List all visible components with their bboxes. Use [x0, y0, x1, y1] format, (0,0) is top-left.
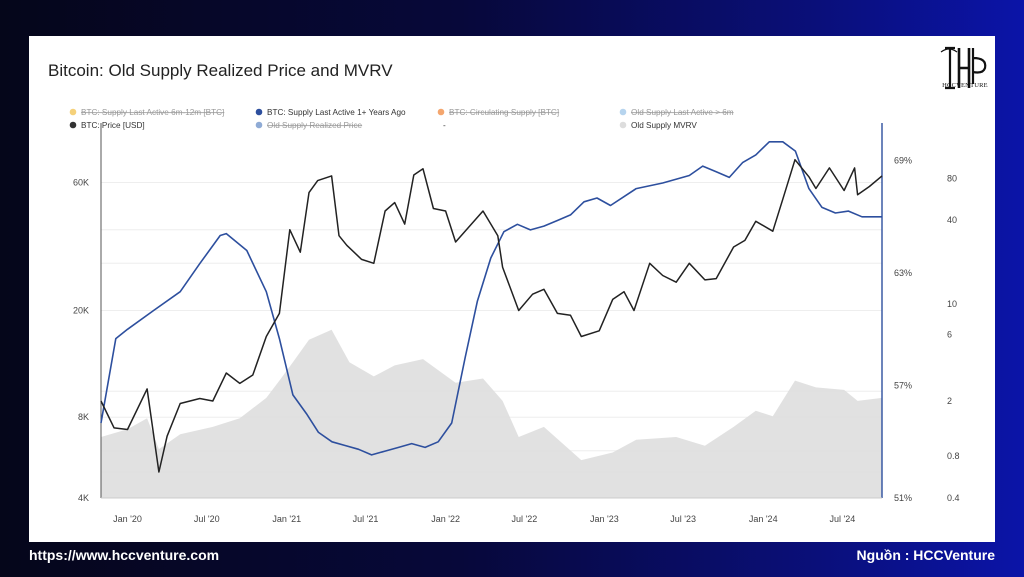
- source-credit: Nguồn : HCCVenture: [856, 547, 995, 563]
- x-tick-1: Jul '20: [194, 514, 220, 524]
- legend-swatch-4: [69, 121, 77, 129]
- y-right-tick-0: 80: [947, 173, 957, 183]
- legend-item-1: BTC: Supply Last Active 1+ Years Ago: [267, 108, 406, 117]
- hcc-logo-icon: [940, 46, 987, 90]
- legend-swatch-7: [619, 121, 627, 129]
- legend-item-7: Old Supply MVRV: [631, 121, 697, 130]
- y-mid-tick-2: 57%: [894, 381, 912, 391]
- legend-item-4: BTC: Price [USD]: [81, 121, 145, 130]
- x-tick-3: Jul '21: [353, 514, 379, 524]
- y-right-tick-5: 0.8: [947, 451, 960, 461]
- y-right-tick-6: 0.4: [947, 493, 960, 503]
- legend-item-5: Old Supply Realized Price: [267, 121, 363, 130]
- x-tick-8: Jan '24: [749, 514, 778, 524]
- y-mid-tick-1: 63%: [894, 268, 912, 278]
- supply-1y-line: [100, 141, 882, 456]
- x-tick-0: Jan '20: [113, 514, 142, 524]
- y-left-tick-2: 8K: [78, 412, 89, 422]
- y-right-tick-3: 6: [947, 330, 952, 340]
- btc-price-line: [100, 158, 883, 473]
- x-tick-7: Jul '23: [670, 514, 696, 524]
- x-tick-4: Jan '22: [431, 514, 460, 524]
- legend-item-2: BTC: Circulating Supply [BTC]: [449, 108, 559, 117]
- legend-swatch-2: [437, 108, 445, 116]
- website-url[interactable]: https://www.hccventure.com: [29, 547, 220, 563]
- mvrv-area: [101, 329, 882, 498]
- legend-item-3: Old Supply Last Active > 6m: [631, 108, 734, 117]
- x-tick-6: Jan '23: [590, 514, 619, 524]
- legend-item-0: BTC: Supply Last Active 6m-12m [BTC]: [81, 108, 224, 117]
- chart-svg: BTC: Supply Last Active 6m-12m [BTC] BTC:…: [69, 108, 960, 524]
- legend-swatch-1: [255, 108, 263, 116]
- legend-swatch-5: [255, 121, 263, 129]
- y-right-tick-4: 2: [947, 396, 952, 406]
- x-tick-9: Jul '24: [830, 514, 856, 524]
- x-tick-2: Jan '21: [272, 514, 301, 524]
- y-left-tick-1: 20K: [73, 306, 89, 316]
- y-right-tick-1: 40: [947, 215, 957, 225]
- logo-text: HCCVENTURE: [942, 82, 988, 89]
- y-left-tick-0: 60K: [73, 178, 89, 188]
- legend-item-6: -: [443, 121, 446, 130]
- legend-swatch-3: [619, 108, 627, 116]
- y-mid-tick-0: 69%: [894, 156, 912, 166]
- y-left-tick-3: 4K: [78, 493, 89, 503]
- y-mid-tick-3: 51%: [894, 493, 912, 503]
- chart-title: Bitcoin: Old Supply Realized Price and M…: [48, 61, 393, 80]
- legend-swatch-0: [69, 108, 77, 116]
- y-right-tick-2: 10: [947, 299, 957, 309]
- chart-card: Bitcoin: Old Supply Realized Price and M…: [29, 36, 995, 542]
- x-tick-5: Jul '22: [511, 514, 537, 524]
